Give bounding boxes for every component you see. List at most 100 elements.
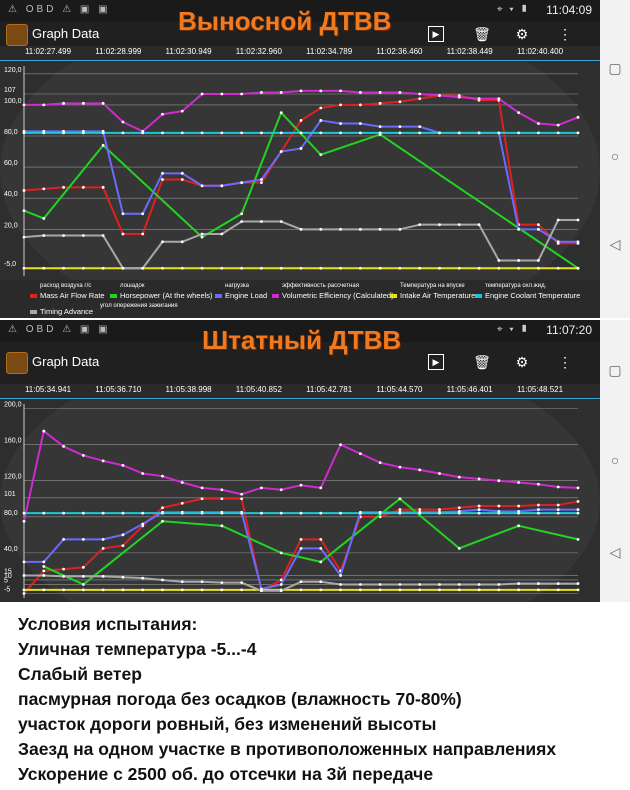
data-point <box>101 143 105 147</box>
data-point <box>378 101 382 105</box>
trash-icon[interactable]: 🗑 <box>473 26 491 42</box>
data-point <box>378 588 382 592</box>
data-point <box>279 220 283 223</box>
data-point <box>180 588 184 592</box>
data-point <box>42 217 46 220</box>
data-point <box>497 479 501 483</box>
app-logo-icon[interactable] <box>6 352 28 374</box>
legend-note-ru: температура охл.жид. <box>485 283 547 289</box>
data-point <box>200 588 204 592</box>
gear-icon[interactable]: ⚙ <box>515 26 529 42</box>
y-tick-label: -5 <box>4 586 10 593</box>
data-point <box>378 227 382 231</box>
data-point <box>299 546 303 550</box>
data-point <box>279 131 283 135</box>
data-point <box>398 131 402 135</box>
data-point <box>457 266 461 270</box>
data-point <box>358 227 362 231</box>
data-point <box>457 546 461 550</box>
data-point <box>378 461 382 465</box>
data-point <box>497 131 501 135</box>
home-icon[interactable]: ○ <box>610 148 620 164</box>
app-title: Graph Data <box>32 26 100 41</box>
data-point <box>240 511 244 515</box>
data-point <box>180 481 184 484</box>
data-point <box>220 524 224 528</box>
data-point <box>339 583 342 586</box>
data-point <box>101 588 105 592</box>
data-point <box>81 454 85 457</box>
data-point <box>556 240 560 244</box>
data-point <box>279 150 283 153</box>
app-logo-icon[interactable] <box>6 24 28 46</box>
legend-swatch <box>390 294 397 299</box>
data-point <box>299 227 303 231</box>
data-point <box>477 583 481 586</box>
data-point <box>180 131 184 135</box>
data-point <box>339 588 342 592</box>
data-point <box>319 546 323 550</box>
data-point <box>101 511 105 515</box>
notification-icons: ⚠ OBD ⚠ ▣ ▣ <box>8 324 111 335</box>
overlay-title: Штатный ДТВВ <box>202 325 402 355</box>
data-point <box>339 227 342 231</box>
data-point <box>141 522 145 526</box>
data-point <box>457 95 461 99</box>
legend-label: Engine Coolant Temperature <box>485 291 581 300</box>
data-point <box>161 171 164 175</box>
play-icon[interactable]: ▶ <box>428 354 444 370</box>
data-point <box>121 575 125 579</box>
legend-note-ru: угол опережения зажигания <box>100 303 178 309</box>
graph-chart[interactable]: 120,0 107 100,0 80,0 60,0 40,0 20,0 -5,0 <box>0 62 600 280</box>
data-point <box>161 112 164 116</box>
data-point <box>22 235 26 239</box>
data-point <box>339 89 342 93</box>
legend-swatch <box>272 294 279 299</box>
data-point <box>101 185 105 189</box>
data-point <box>477 131 481 135</box>
data-point <box>537 223 540 227</box>
more-menu-icon[interactable]: ⋮ <box>558 354 572 370</box>
data-point <box>81 185 85 189</box>
data-point <box>438 583 441 586</box>
data-point <box>517 588 521 592</box>
data-point <box>121 588 125 592</box>
data-point <box>81 131 85 135</box>
play-icon[interactable]: ▶ <box>428 26 444 42</box>
data-point <box>141 131 145 135</box>
data-point <box>576 582 580 585</box>
chart-vignette <box>0 400 600 602</box>
gear-icon[interactable]: ⚙ <box>515 354 529 370</box>
data-point <box>299 537 303 541</box>
data-point <box>240 181 244 185</box>
data-point <box>101 459 105 463</box>
status-bar: ⚠ OBD ⚠ ▣ ▣ ⌖ ▾ ▮ 11:04:09 <box>0 0 600 22</box>
data-point <box>438 266 441 270</box>
data-point <box>299 588 303 592</box>
more-menu-icon[interactable]: ⋮ <box>558 26 572 42</box>
back-icon[interactable]: ◁ <box>609 236 621 252</box>
note-line: Уличная температура -5...-4 <box>18 639 257 659</box>
recents-icon[interactable]: ▢ <box>608 60 622 76</box>
back-icon[interactable]: ◁ <box>609 544 621 560</box>
home-icon[interactable]: ○ <box>610 452 620 468</box>
y-tick-label: 60,0 <box>4 160 18 167</box>
legend-swatch <box>30 310 37 315</box>
legend-item: Horsepower (At the wheels) <box>110 291 213 300</box>
trash-icon[interactable]: 🗑 <box>473 354 491 370</box>
data-point <box>378 125 382 129</box>
data-point <box>161 506 164 510</box>
timestamp-label: 11:02:38.449 <box>446 47 493 56</box>
y-tick-label: 20,0 <box>4 222 18 229</box>
legend-item: Intake Air Temperature <box>390 291 475 300</box>
data-point <box>42 565 46 568</box>
recents-icon[interactable]: ▢ <box>608 362 622 378</box>
data-point <box>81 266 85 270</box>
data-point <box>576 131 580 135</box>
data-point <box>22 131 26 135</box>
data-point <box>398 100 402 104</box>
data-point <box>22 209 26 213</box>
data-point <box>42 234 46 237</box>
note-line: пасмурная погода без осадков (влажность … <box>18 689 462 709</box>
